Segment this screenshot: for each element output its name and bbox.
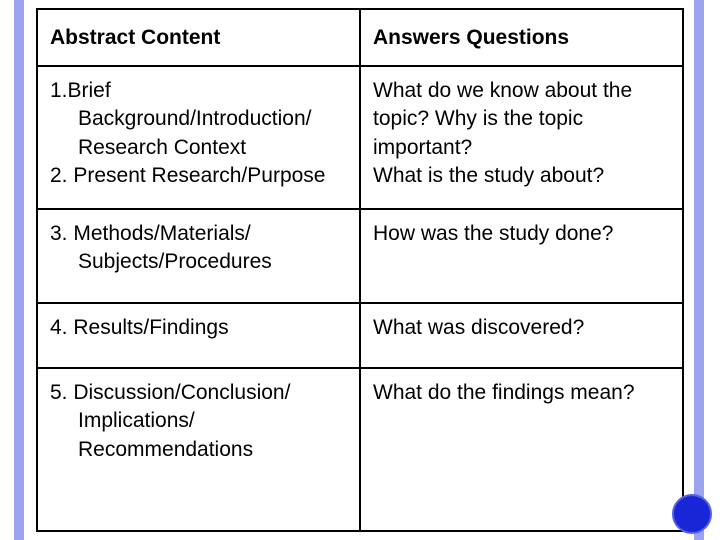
cell-abstract-5: 5. Discussion/Conclusion/ Implications/ … [37,368,360,531]
cell-abstract-3: 3. Methods/Materials/ Subjects/Procedure… [37,209,360,303]
slide-frame: Abstract Content Answers Questions 1.Bri… [36,8,684,532]
line: 4. Results/Findings [50,314,349,342]
right-accent-stripe [694,0,704,540]
cell-answers-4: What was discovered? [360,303,683,368]
table-row: 1.Brief Background/Introduction/ Researc… [37,66,683,209]
line: Research Context [50,134,349,162]
header-answers-questions: Answers Questions [360,9,683,66]
cell-abstract-4: 4. Results/Findings [37,303,360,368]
table-row: 3. Methods/Materials/ Subjects/Procedure… [37,209,683,303]
line: Recommendations [50,436,349,464]
line: 3. Methods/Materials/ [50,220,349,248]
line: Implications/ [50,407,349,435]
decorative-circle-icon [672,494,712,534]
line: Background/Introduction/ [50,105,349,133]
cell-answers-5: What do the findings mean? [360,368,683,531]
line: 2. Present Research/Purpose [50,162,349,190]
cell-answers-1-2: What do we know about the topic? Why is … [360,66,683,209]
line: 1.Brief [50,77,349,105]
line: 5. Discussion/Conclusion/ [50,379,349,407]
header-abstract-content: Abstract Content [37,9,360,66]
cell-answers-3: How was the study done? [360,209,683,303]
table-header-row: Abstract Content Answers Questions [37,9,683,66]
cell-abstract-1-2: 1.Brief Background/Introduction/ Researc… [37,66,360,209]
left-accent-stripe [14,0,24,540]
table-row: 5. Discussion/Conclusion/ Implications/ … [37,368,683,531]
abstract-content-table: Abstract Content Answers Questions 1.Bri… [36,8,684,532]
line: Subjects/Procedures [50,248,349,276]
table-row: 4. Results/Findings What was discovered? [37,303,683,368]
